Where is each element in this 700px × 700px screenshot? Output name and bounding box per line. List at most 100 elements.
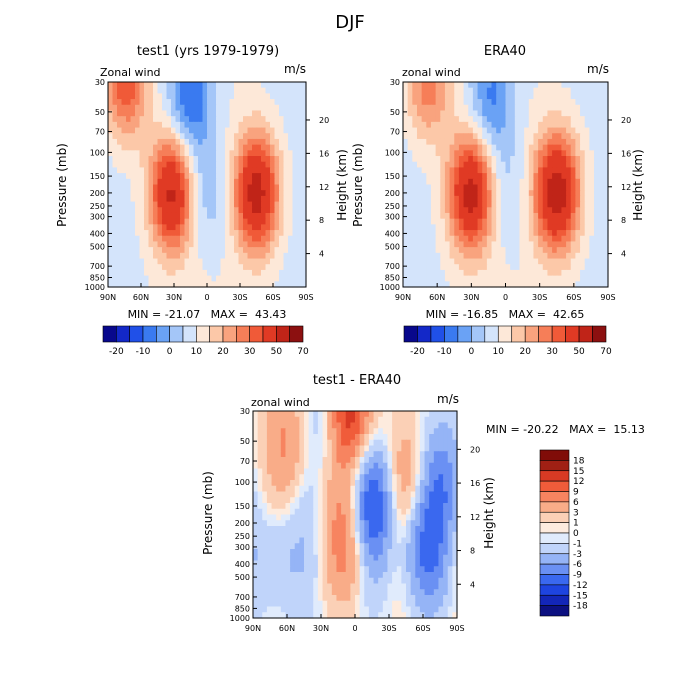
field-cell (364, 612, 370, 619)
field-cell (341, 451, 347, 458)
field-cell (378, 514, 384, 521)
field-cell (410, 612, 416, 619)
field-cell (171, 116, 177, 123)
field-cell (444, 258, 451, 265)
field-cell (166, 178, 172, 186)
field-cell (193, 258, 199, 265)
field-cell (175, 104, 181, 112)
field-cell (148, 82, 154, 89)
field-cell (238, 93, 244, 100)
field-cell (444, 127, 451, 134)
field-cell (598, 156, 604, 163)
field-cell (407, 127, 413, 134)
field-cell (438, 595, 444, 602)
field-cell (435, 144, 441, 151)
field-cell (238, 99, 244, 106)
field-cell (322, 428, 328, 435)
field-cell (304, 491, 310, 498)
field-cell (234, 150, 240, 157)
field-cell (415, 416, 421, 424)
field-cell (193, 241, 199, 248)
field-cell (265, 184, 271, 191)
field-cell (505, 235, 511, 243)
field-cell (198, 110, 204, 117)
field-cell (130, 241, 136, 248)
field-cell (270, 201, 276, 208)
field-cell (126, 241, 132, 248)
field-cell (449, 82, 455, 89)
field-cell (193, 207, 199, 214)
field-cell (135, 167, 141, 174)
field-cell (238, 207, 244, 214)
field-cell (193, 201, 199, 208)
field-cell (189, 275, 195, 282)
field-cell (355, 572, 361, 579)
field-cell (279, 121, 285, 129)
field-cell (148, 93, 154, 100)
field-cell (261, 252, 267, 260)
field-cell (276, 526, 282, 533)
field-cell (162, 138, 168, 146)
field-cell (463, 212, 469, 220)
field-cell (274, 173, 280, 180)
field-cell (193, 110, 199, 117)
field-cell (482, 133, 488, 140)
field-cell (443, 577, 449, 585)
field-cell (139, 127, 145, 134)
field-cell (452, 508, 458, 516)
field-cell (274, 224, 280, 231)
field-cell (266, 411, 273, 418)
field-cell (589, 87, 595, 94)
field-cell (256, 178, 262, 186)
field-cell (561, 269, 567, 277)
field-cell (575, 190, 581, 197)
field-cell (505, 116, 511, 123)
field-cell (322, 434, 328, 441)
field-cell (598, 264, 604, 271)
field-cell (189, 235, 195, 243)
field-cell (355, 439, 361, 447)
field-cell (364, 577, 370, 585)
field-cell (603, 110, 609, 117)
field-cell (285, 543, 291, 550)
field-cell (108, 258, 114, 265)
field-cell (171, 258, 177, 265)
field-cell (207, 173, 213, 180)
field-cell (108, 207, 114, 214)
field-cell (482, 121, 488, 129)
field-cell (294, 549, 300, 556)
field-cell (220, 235, 226, 243)
field-cell (533, 190, 539, 197)
field-cell (505, 127, 511, 134)
field-cell (589, 173, 595, 180)
field-cell (271, 462, 277, 470)
field-cell (148, 110, 154, 117)
field-cell (580, 121, 586, 129)
field-cell (482, 138, 488, 146)
field-cell (440, 82, 446, 89)
field-cell (261, 87, 267, 94)
field-cell (234, 133, 240, 140)
field-cell (566, 212, 572, 220)
field-cell (387, 554, 393, 562)
field-cell (412, 127, 418, 134)
field-cell (270, 264, 276, 271)
field-cell (297, 161, 303, 169)
field-cell (440, 173, 446, 180)
field-cell (444, 99, 451, 106)
field-cell (407, 258, 413, 265)
field-cell (285, 416, 291, 424)
field-cell (419, 531, 426, 539)
field-cell (207, 99, 213, 106)
field-cell (216, 224, 222, 231)
field-cell (162, 218, 168, 225)
field-cell (524, 144, 530, 151)
field-cell (229, 133, 235, 140)
field-cell (207, 207, 213, 214)
field-cell (148, 87, 154, 94)
field-cell (477, 258, 483, 265)
field-cell (444, 110, 451, 117)
field-cell (382, 462, 389, 470)
field-cell (225, 275, 231, 282)
field-cell (589, 99, 595, 106)
